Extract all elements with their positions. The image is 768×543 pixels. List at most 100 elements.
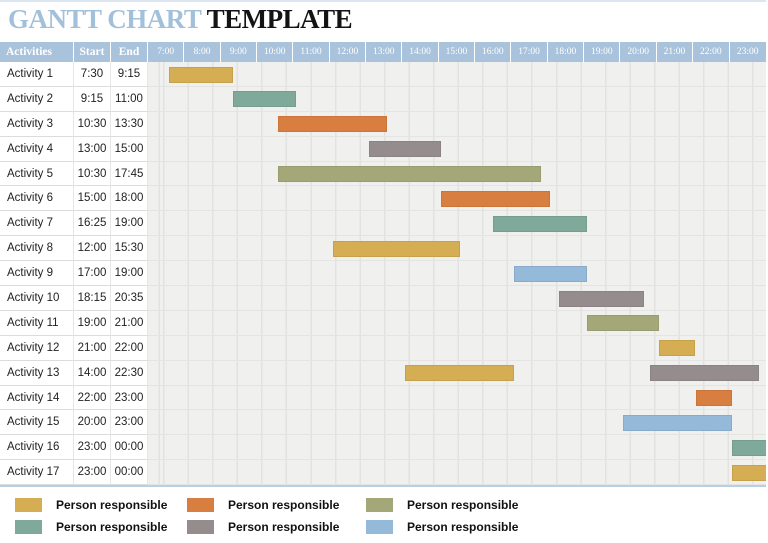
activity-name-cell[interactable]: Activity 2 — [0, 86, 74, 112]
start-time-cell[interactable]: 10:30 — [74, 161, 111, 187]
activity-name-cell[interactable]: Activity 6 — [0, 186, 74, 212]
gantt-bar-teal[interactable] — [232, 91, 297, 108]
activity-name-cell[interactable]: Activity 16 — [0, 435, 74, 461]
gantt-row-track — [148, 186, 766, 212]
end-time-cell[interactable]: 20:35 — [111, 286, 148, 311]
end-time-cell[interactable]: 15:30 — [111, 236, 148, 262]
gantt-bar-gold[interactable] — [169, 66, 233, 83]
start-time-cell[interactable]: 19:00 — [74, 310, 111, 336]
end-time-cell[interactable]: 13:30 — [111, 111, 148, 137]
gantt-bar-blue[interactable] — [514, 265, 587, 282]
time-header-1500: 15:00 — [439, 42, 476, 62]
start-time-cell[interactable]: 14:00 — [74, 360, 111, 386]
gantt-row-track — [148, 111, 766, 137]
table-row: Activity 7 16:25 19:00 — [0, 211, 766, 237]
table-row: Activity 10 18:15 20:35 — [0, 286, 766, 311]
end-time-cell[interactable]: 23:00 — [111, 385, 148, 411]
end-time-cell[interactable]: 15:00 — [111, 136, 148, 162]
activity-name-cell[interactable]: Activity 17 — [0, 460, 74, 486]
activity-name-cell[interactable]: Activity 5 — [0, 161, 74, 187]
gantt-bar-gold[interactable] — [405, 365, 514, 382]
start-time-cell[interactable]: 16:25 — [74, 211, 111, 237]
activity-name-cell[interactable]: Activity 15 — [0, 410, 74, 436]
end-time-cell[interactable]: 11:00 — [111, 86, 148, 112]
legend-item-blue[interactable]: Person responsible — [366, 519, 518, 535]
gantt-row-track — [148, 460, 766, 486]
activity-name-cell[interactable]: Activity 12 — [0, 335, 74, 361]
start-time-cell[interactable]: 18:15 — [74, 286, 111, 311]
end-time-cell[interactable]: 23:00 — [111, 410, 148, 436]
table-row: Activity 15 20:00 23:00 — [0, 410, 766, 436]
gantt-bar-orange[interactable] — [695, 390, 732, 407]
activity-name-cell[interactable]: Activity 3 — [0, 111, 74, 137]
legend-item-olive[interactable]: Person responsible — [366, 497, 518, 513]
start-time-cell[interactable]: 20:00 — [74, 410, 111, 436]
gantt-bar-teal[interactable] — [492, 215, 587, 232]
legend-label: Person responsible — [56, 498, 168, 512]
gantt-bar-gold[interactable] — [731, 464, 766, 481]
activity-name-cell[interactable]: Activity 7 — [0, 211, 74, 237]
legend-item-gray[interactable]: Person responsible — [187, 519, 339, 535]
gantt-bar-olive[interactable] — [586, 315, 660, 332]
activity-name-cell[interactable]: Activity 8 — [0, 236, 74, 262]
end-time-cell[interactable]: 9:15 — [111, 62, 148, 87]
legend-label: Person responsible — [56, 520, 168, 534]
gantt-bar-teal[interactable] — [731, 439, 766, 456]
gantt-bar-gray[interactable] — [368, 141, 442, 158]
legend-item-teal[interactable]: Person responsible — [15, 519, 167, 535]
gantt-bar-gray[interactable] — [559, 290, 644, 307]
gantt-bar-gold[interactable] — [332, 240, 460, 257]
gantt-row-track — [148, 360, 766, 386]
start-time-cell[interactable]: 17:00 — [74, 261, 111, 287]
table-row: Activity 11 19:00 21:00 — [0, 310, 766, 336]
table-row: Activity 13 14:00 22:30 — [0, 360, 766, 386]
activity-name-cell[interactable]: Activity 1 — [0, 62, 74, 87]
gantt-bar-orange[interactable] — [278, 116, 387, 133]
gantt-row-track — [148, 410, 766, 436]
gantt-row-track — [148, 161, 766, 187]
time-header-1600: 16:00 — [475, 42, 512, 62]
end-time-cell[interactable]: 21:00 — [111, 310, 148, 336]
activity-name-cell[interactable]: Activity 10 — [0, 286, 74, 311]
activity-name-cell[interactable]: Activity 4 — [0, 136, 74, 162]
start-time-cell[interactable]: 13:00 — [74, 136, 111, 162]
table-row: Activity 17 23:00 00:00 — [0, 460, 766, 486]
start-time-cell[interactable]: 12:00 — [74, 236, 111, 262]
end-time-cell[interactable]: 22:00 — [111, 335, 148, 361]
gantt-bar-gray[interactable] — [650, 365, 760, 382]
start-time-cell[interactable]: 22:00 — [74, 385, 111, 411]
table-row: Activity 3 10:30 13:30 — [0, 111, 766, 137]
activity-name-cell[interactable]: Activity 13 — [0, 360, 74, 386]
gantt-body: Activity 1 7:30 9:15 Activity 2 9:15 11:00 Act… — [0, 62, 766, 486]
time-header-1000: 10:00 — [257, 42, 294, 62]
start-time-cell[interactable]: 7:30 — [74, 62, 111, 87]
activity-name-cell[interactable]: Activity 9 — [0, 261, 74, 287]
gantt-bar-blue[interactable] — [622, 414, 732, 431]
activity-name-cell[interactable]: Activity 14 — [0, 385, 74, 411]
gantt-bar-gold[interactable] — [659, 340, 696, 357]
start-time-cell[interactable]: 10:30 — [74, 111, 111, 137]
table-row: Activity 6 15:00 18:00 — [0, 186, 766, 212]
end-time-cell[interactable]: 19:00 — [111, 261, 148, 287]
end-time-cell[interactable]: 19:00 — [111, 211, 148, 237]
start-time-cell[interactable]: 23:00 — [74, 460, 111, 486]
end-time-cell[interactable]: 00:00 — [111, 435, 148, 461]
gantt-row-track — [148, 435, 766, 461]
start-time-cell[interactable]: 15:00 — [74, 186, 111, 212]
legend-item-gold[interactable]: Person responsible — [15, 497, 167, 513]
time-header-1400: 14:00 — [402, 42, 439, 62]
gantt-bar-olive[interactable] — [278, 166, 542, 183]
activity-name-cell[interactable]: Activity 11 — [0, 310, 74, 336]
start-time-cell[interactable]: 21:00 — [74, 335, 111, 361]
gantt-bar-orange[interactable] — [441, 190, 551, 207]
start-time-cell[interactable]: 9:15 — [74, 86, 111, 112]
end-time-cell[interactable]: 00:00 — [111, 460, 148, 486]
end-time-cell[interactable]: 17:45 — [111, 161, 148, 187]
gantt-row-track — [148, 86, 766, 112]
start-time-cell[interactable]: 23:00 — [74, 435, 111, 461]
legend-item-orange[interactable]: Person responsible — [187, 497, 339, 513]
legend-swatch-teal-icon — [15, 520, 42, 534]
table-row: Activity 2 9:15 11:00 — [0, 86, 766, 112]
end-time-cell[interactable]: 18:00 — [111, 186, 148, 212]
end-time-cell[interactable]: 22:30 — [111, 360, 148, 386]
